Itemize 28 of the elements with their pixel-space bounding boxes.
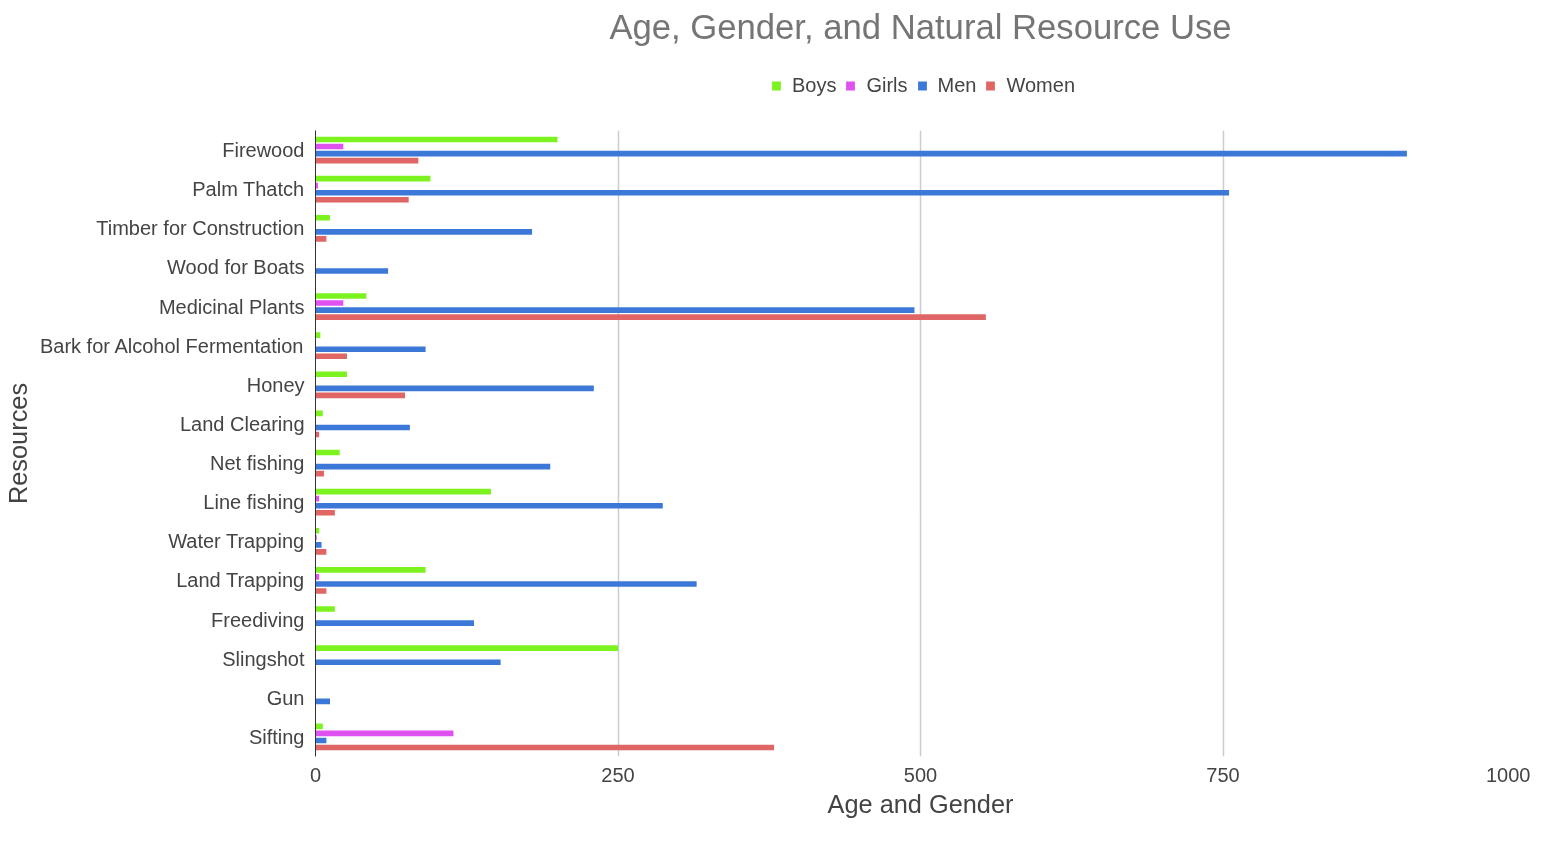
- x-axis-title: Age and Gender: [827, 789, 1015, 818]
- y-tick-label: Timber for Construction: [96, 217, 305, 240]
- legend-label: Men: [937, 73, 977, 97]
- y-tick-label: Gun: [266, 686, 305, 709]
- x-tick-label: 250: [601, 763, 635, 786]
- x-tick-label: 0: [309, 763, 322, 786]
- y-tick-label: Honey: [246, 373, 305, 396]
- y-tick-label: Palm Thatch: [192, 178, 305, 201]
- x-tick-label: 500: [903, 763, 938, 786]
- y-tick-label: Sifting: [248, 725, 305, 748]
- y-tick-label: Slingshot: [222, 647, 305, 670]
- y-tick-label: Bark for Alcohol Fermentation: [39, 334, 304, 357]
- legend-label: Boys: [791, 73, 837, 97]
- y-tick-label: Line fishing: [203, 491, 305, 514]
- y-tick-label: Land Clearing: [179, 412, 305, 435]
- x-tick-label: 750: [1206, 763, 1240, 786]
- y-tick-label: Net fishing: [210, 452, 305, 475]
- y-tick-label: Wood for Boats: [167, 256, 305, 279]
- y-tick-label: Firewood: [222, 139, 305, 162]
- y-axis-title: Resources: [3, 382, 32, 505]
- chart-title: Age, Gender, and Natural Resource Use: [609, 7, 1232, 46]
- y-tick-label: Medicinal Plants: [158, 295, 305, 318]
- y-tick-label: Freediving: [211, 608, 305, 631]
- y-tick-label: Land Trapping: [176, 569, 305, 592]
- y-tick-label: Water Trapping: [168, 530, 305, 553]
- x-tick-label: 1000: [1486, 763, 1531, 786]
- legend-label: Women: [1006, 73, 1076, 97]
- legend-label: Girls: [866, 73, 908, 97]
